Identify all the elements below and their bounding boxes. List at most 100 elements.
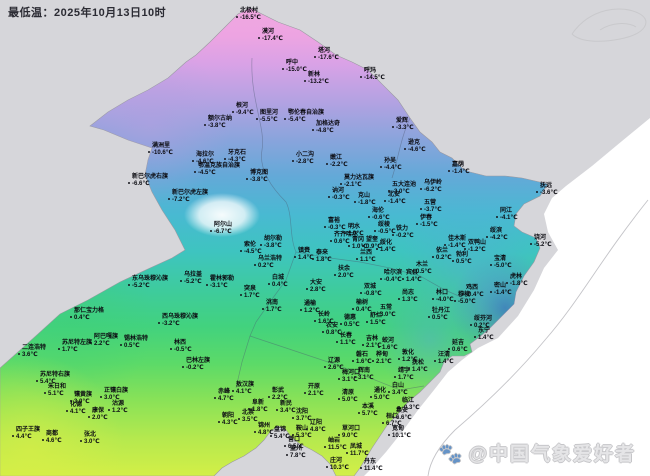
paw-icon: 🐾 <box>438 444 465 465</box>
station-temperature: -17.6℃ <box>318 54 339 61</box>
station-name: 乌兰浩特 <box>258 256 283 262</box>
station-label: 嘉荫 -1.4℃ <box>448 162 470 175</box>
station-name: 阜新 <box>252 400 265 406</box>
station-name: 突泉 <box>244 286 257 292</box>
station-name: 西乌珠穆沁旗 <box>162 314 199 320</box>
station-temperature: 4.7℃ <box>218 395 234 402</box>
station-temperature: 5.1℃ <box>48 390 64 397</box>
station-temperature: 10.3℃ <box>330 464 349 471</box>
station-name: 双城 <box>364 284 377 290</box>
station-label: 宾县 1.4℃ <box>402 270 422 283</box>
station-temperature: -1.8℃ <box>510 280 528 287</box>
station-label: 小二沟 -2.8℃ <box>291 152 315 165</box>
station-temperature: -5.0℃ <box>494 262 512 269</box>
station-label: 东宁 1.4℃ <box>474 328 494 341</box>
station-temperature: 2.1℃ <box>308 390 324 397</box>
station-temperature: 4.1℃ <box>236 388 252 395</box>
station-name: 鄂伦春自治旗 <box>288 110 325 116</box>
station-name: 乌伊岭 <box>424 180 443 186</box>
sea-white-region <box>364 118 650 476</box>
station-label: 庄河 10.3℃ <box>326 458 349 471</box>
station-name: 丹东 <box>364 459 377 465</box>
station-name: 新民 <box>280 401 293 407</box>
station-label: 磐石 1.6℃ <box>352 352 372 365</box>
station-name: 林口 <box>436 290 449 296</box>
station-temperature: 3.4℃ <box>392 389 408 396</box>
station-temperature: 3.1℃ <box>342 376 358 383</box>
station-label: 牡丹江 0.5℃ <box>427 308 450 321</box>
station-name: 绥芬河 <box>474 316 493 322</box>
station-name: 桓仁 <box>386 414 399 420</box>
station-name: 同江 <box>500 208 513 214</box>
station-temperature: 4.8℃ <box>258 429 274 436</box>
station-label: 林口 -4.0℃ <box>432 290 454 303</box>
station-name: 德惠 <box>344 315 357 321</box>
station-temperature: 1.7℃ <box>398 374 414 381</box>
station-temperature: 0.8℃ <box>326 329 342 336</box>
station-name: 嫩江 <box>330 155 343 161</box>
station-name: 沈阳 <box>296 409 309 415</box>
station-temperature: 3.0℃ <box>104 394 120 401</box>
station-name: 阿巴嘎旗 <box>94 334 119 340</box>
station-label: 铁力 -0.2℃ <box>392 226 414 239</box>
station-temperature: 4.8℃ <box>310 426 326 433</box>
station-label: 化德 4.1℃ <box>66 402 86 415</box>
station-label: 北安 -1.4℃ <box>384 192 406 205</box>
station-name: 穆棱 <box>458 292 471 298</box>
station-name: 镇赉 <box>298 248 311 254</box>
station-name: 二连浩特 <box>22 345 47 351</box>
station-temperature: 1.7℃ <box>244 292 260 299</box>
station-temperature: 1.5℃ <box>370 319 386 326</box>
station-label: 鄂温克族自治旗 -4.5℃ <box>193 163 240 176</box>
station-label: 海拉尔 -4.6℃ <box>191 152 214 165</box>
station-temperature: -0.5℃ <box>378 228 396 235</box>
station-label: 霍林郭勒 -3.1℃ <box>205 276 234 289</box>
station-name: 赤峰 <box>218 389 231 395</box>
station-label: 梅河口 3.1℃ <box>337 370 360 383</box>
station-temperature: 1.4℃ <box>380 246 396 253</box>
station-label: 尚志 1.3℃ <box>398 290 418 303</box>
station-temperature: -0.4℃ <box>466 291 484 298</box>
station-name: 抚远 <box>540 183 553 189</box>
station-name: 小二沟 <box>296 152 315 158</box>
station-temperature: -4.1℃ <box>500 214 518 221</box>
station-name: 集安 <box>396 408 409 414</box>
station-temperature: -3.1℃ <box>210 282 228 289</box>
station-name: 长岭 <box>318 312 331 318</box>
station-name: 榆树 <box>356 300 369 306</box>
station-temperature: -0.4℃ <box>384 276 402 283</box>
station-label: 沽源 1.2℃ <box>108 401 128 414</box>
station-label: 饶河 -5.2℃ <box>530 235 552 248</box>
station-label: 乌拉盖 -5.2℃ <box>179 272 202 285</box>
station-temperature: -6.6℃ <box>132 180 150 187</box>
station-label: 泰来 1.8℃ <box>312 250 332 263</box>
station-name: 牙克石 <box>228 150 247 156</box>
station-label: 二连浩特 3.6℃ <box>17 345 47 358</box>
station-temperature: 0.6℃ <box>452 346 468 353</box>
station-name: 辽源 <box>328 358 341 364</box>
station-temperature: -3.6℃ <box>540 189 558 196</box>
station-label: 突泉 1.7℃ <box>240 286 260 299</box>
station-name: 绥化 <box>380 240 393 246</box>
station-name: 盘锦 <box>274 427 287 433</box>
station-label: 图里河 -5.5℃ <box>255 110 278 123</box>
station-label: 辽源 2.6℃ <box>324 358 344 371</box>
station-label: 宝清 -5.0℃ <box>490 256 512 269</box>
station-label: 北票 3.5℃ <box>238 410 258 423</box>
station-label: 博克图 -3.8℃ <box>245 170 268 183</box>
station-name: 舒兰 <box>370 313 383 319</box>
station-label: 满洲里 -10.6℃ <box>148 143 173 156</box>
station-label: 孙吴 -4.4℃ <box>380 158 402 171</box>
station-temperature: 4.3℃ <box>222 419 238 426</box>
station-label: 敦化 1.2℃ <box>398 350 418 363</box>
station-label: 逊克 -4.6℃ <box>404 140 426 153</box>
station-temperature: -1.8℃ <box>358 199 376 206</box>
station-name: 呼中 <box>286 60 299 66</box>
foreign-border-line <box>427 199 649 476</box>
station-name: 开原 <box>308 384 321 390</box>
station-temperature: 5.3℃ <box>296 432 312 439</box>
station-label: 扶余 2.0℃ <box>334 266 354 279</box>
station-temperature: -9.4℃ <box>236 109 254 116</box>
station-temperature: -0.2℃ <box>186 364 204 371</box>
